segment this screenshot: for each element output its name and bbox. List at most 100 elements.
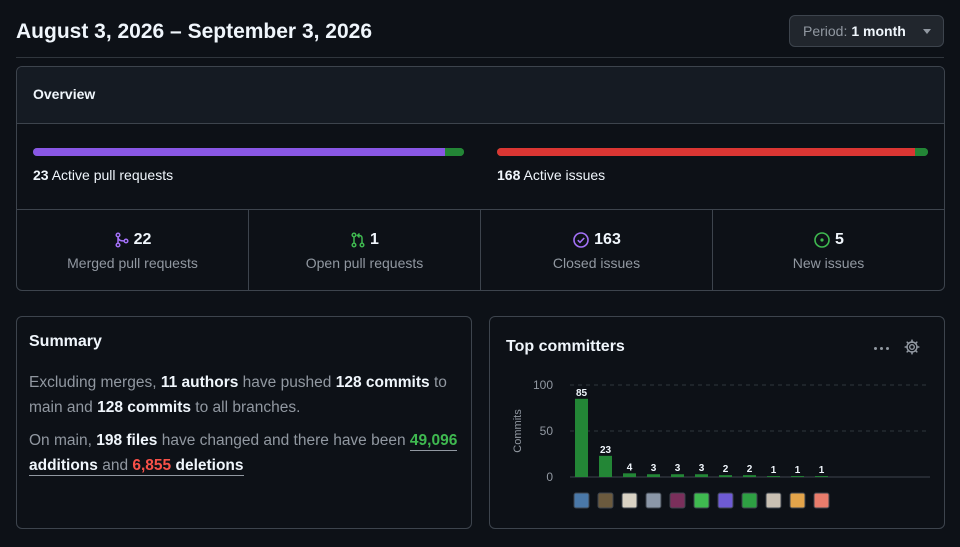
git-merge-icon: [115, 232, 129, 248]
additions-word: additions: [29, 457, 98, 474]
avatar: [621, 492, 638, 509]
summary-text: Excluding merges,: [29, 374, 161, 391]
overview-stats: 22 Merged pull requests 1 Open pull requ…: [17, 210, 944, 290]
stat-open-pull-requests[interactable]: 1 Open pull requests: [249, 210, 481, 290]
additions-deletions-link[interactable]: 49,096 additions and 6,855 deletions: [29, 432, 458, 476]
bar-value-label: 2: [723, 464, 729, 475]
merged-pr-label: Merged pull requests: [67, 255, 198, 271]
y-tick-label: 100: [533, 378, 553, 392]
bar-value-label: 3: [699, 463, 705, 474]
bar: [815, 476, 828, 477]
summary-panel: Summary Excluding merges, 11 authors hav…: [16, 316, 472, 529]
overview-panel: Overview 23 Active pull requests 168 Act…: [16, 66, 945, 291]
bar-value-label: 1: [795, 465, 801, 476]
stat-closed-issues[interactable]: 163 Closed issues: [481, 210, 713, 290]
new-issues-value: 5: [835, 231, 844, 248]
bar: [695, 474, 708, 477]
avatar: [669, 492, 686, 509]
files-count: 198 files: [96, 432, 158, 449]
bar: [671, 474, 684, 477]
caret-down-icon: [923, 29, 931, 34]
new-issues-label: New issues: [792, 255, 865, 271]
top-committers-panel: Top committers 0 50 100 Commits 85 23 4 3 3 3 2 2 1 1…: [489, 316, 945, 529]
bar-value-label: 4: [627, 462, 633, 473]
stat-merged-pull-requests[interactable]: 22 Merged pull requests: [17, 210, 249, 290]
pull-requests-summary[interactable]: 23 Active pull requests: [33, 167, 173, 183]
bar-value-label: 23: [600, 445, 612, 456]
git-pull-request-icon: [351, 232, 365, 248]
closed-issues-value: 163: [594, 231, 621, 248]
summary-changes-text: On main, 198 files have changed and ther…: [29, 428, 459, 478]
additions-count: 49,096: [409, 432, 458, 449]
issues-summary[interactable]: 168 Active issues: [497, 167, 605, 183]
avatar: [645, 492, 662, 509]
active-pr-label: Active pull requests: [51, 167, 174, 183]
bar-value-label: 3: [651, 463, 657, 474]
issue-closed-icon: [573, 232, 589, 248]
active-issues-count: 168: [497, 167, 521, 183]
open-pr-label: Open pull requests: [305, 255, 424, 271]
period-dropdown-button[interactable]: Period: 1 month: [789, 15, 944, 47]
pull-requests-progress-bar: [33, 148, 464, 156]
open-segment: [447, 148, 464, 156]
summary-text: have pushed: [238, 374, 336, 391]
summary-text: have changed and there have been: [157, 432, 410, 449]
bar-value-label: 85: [576, 388, 588, 399]
open-pr-value: 1: [370, 231, 379, 248]
y-tick-label: 50: [540, 424, 554, 438]
date-range-title: August 3, 2026 – September 3, 2026: [16, 20, 373, 43]
y-tick-label: 0: [546, 470, 553, 484]
avatar: [573, 492, 590, 509]
closed-segment: [497, 148, 916, 156]
deletions-word: deletions: [171, 457, 244, 474]
bar: [647, 474, 660, 477]
bar: [791, 476, 804, 477]
y-axis-label: Commits: [512, 409, 524, 453]
overview-title: Overview: [17, 67, 944, 124]
summary-text: to all branches.: [191, 399, 301, 416]
bar-value-label: 1: [771, 465, 777, 476]
commits-all-count: 128 commits: [97, 399, 191, 416]
more-options-icon[interactable]: [874, 347, 889, 350]
avatar: [813, 492, 830, 509]
summary-title: Summary: [29, 333, 102, 350]
deletions-count: 6,855: [132, 457, 172, 474]
bar: [743, 475, 756, 477]
bar-value-label: 3: [675, 463, 681, 474]
top-committers-chart: 0 50 100 Commits 85 23 4 3 3 3 2 2 1 1 1: [512, 378, 930, 509]
avatar: [789, 492, 806, 509]
commits-main-count: 128 commits: [335, 374, 430, 391]
summary-text: to main and: [29, 374, 447, 416]
bar-value-label: 1: [819, 465, 825, 476]
overview-bars: 23 Active pull requests 168 Active issue…: [17, 124, 944, 210]
closed-issues-label: Closed issues: [552, 255, 641, 271]
issues-progress-bar: [497, 148, 928, 156]
summary-text: and: [97, 457, 133, 474]
merged-segment: [33, 148, 446, 156]
gear-icon[interactable]: [904, 339, 920, 355]
bar: [599, 455, 612, 477]
bar-value-label: 2: [747, 464, 753, 475]
bar: [623, 473, 636, 477]
avatar: [693, 492, 710, 509]
issue-opened-icon: [814, 232, 830, 248]
bar: [719, 475, 732, 477]
merged-pr-value: 22: [133, 231, 152, 248]
period-label: Period:: [803, 23, 848, 39]
avatar: [717, 492, 734, 509]
avatar: [741, 492, 758, 509]
summary-commits-text: Excluding merges, 11 authors have pushed…: [29, 370, 459, 420]
avatar: [597, 492, 614, 509]
active-issues-label: Active issues: [523, 167, 606, 183]
authors-count: 11 authors: [160, 374, 239, 391]
new-segment: [917, 148, 928, 156]
bar: [575, 398, 588, 477]
bar: [767, 476, 780, 477]
active-pr-count: 23: [33, 167, 49, 183]
stat-new-issues[interactable]: 5 New issues: [713, 210, 944, 290]
period-value: 1 month: [851, 23, 906, 39]
summary-text: On main,: [29, 432, 97, 449]
top-committers-title: Top committers: [506, 338, 625, 355]
avatar: [765, 492, 782, 509]
page-header: August 3, 2026 – September 3, 2026 Perio…: [16, 14, 944, 58]
